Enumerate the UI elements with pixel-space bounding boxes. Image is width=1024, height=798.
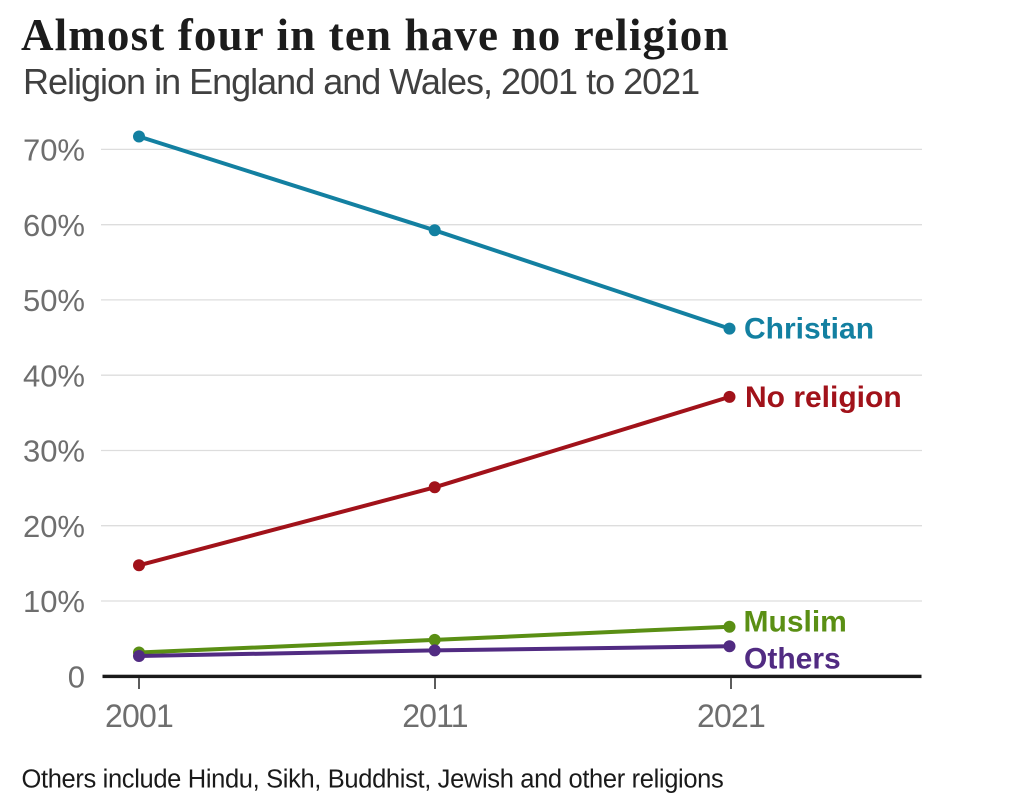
svg-text:20%: 20% (23, 509, 85, 544)
svg-text:40%: 40% (23, 358, 85, 393)
svg-text:0: 0 (68, 660, 85, 695)
svg-text:Christian: Christian (744, 312, 874, 345)
svg-text:50%: 50% (23, 283, 85, 318)
svg-text:70%: 70% (23, 133, 85, 168)
svg-text:10%: 10% (23, 584, 85, 619)
svg-text:30%: 30% (23, 434, 85, 469)
svg-text:Religion in England and Wales,: Religion in England and Wales, 2001 to 2… (23, 61, 699, 102)
svg-text:No religion: No religion (745, 381, 902, 414)
svg-text:Others include Hindu, Sikh, Bu: Others include Hindu, Sikh, Buddhist, Je… (22, 766, 724, 794)
svg-text:2021: 2021 (697, 698, 765, 734)
svg-text:Almost four in ten have no rel: Almost four in ten have no religion (21, 10, 730, 60)
svg-text:Others: Others (744, 643, 841, 676)
svg-text:2011: 2011 (402, 698, 468, 734)
svg-text:60%: 60% (23, 208, 85, 243)
svg-text:Muslim: Muslim (744, 606, 847, 639)
svg-text:2001: 2001 (105, 698, 173, 734)
